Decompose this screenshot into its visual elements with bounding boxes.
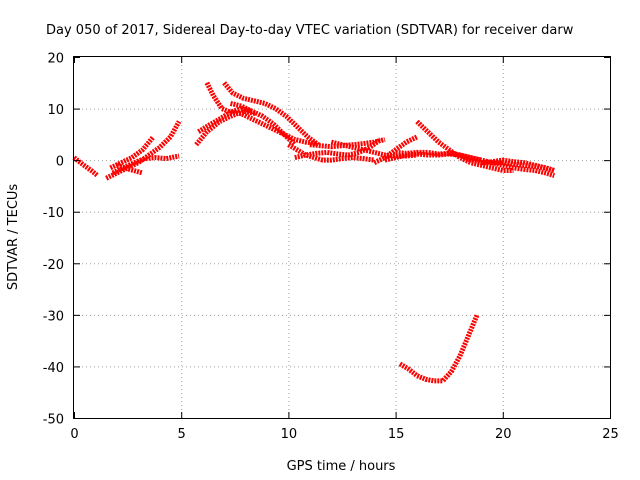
- series-line-track-1: [72, 155, 100, 178]
- y-tick-label: 0: [56, 155, 64, 170]
- x-tick-label: 20: [495, 427, 512, 442]
- data-series: [72, 81, 556, 384]
- x-tick-label: 10: [281, 427, 298, 442]
- y-tick-label: -50: [43, 413, 64, 428]
- x-tick-label: 5: [178, 427, 186, 442]
- series-line-track-8: [204, 81, 317, 147]
- x-tick-label: 0: [70, 427, 78, 442]
- x-tick-label: 15: [388, 427, 405, 442]
- series-line-track-20: [481, 157, 556, 173]
- y-tick-label: -10: [43, 206, 64, 221]
- series-line-track-11: [287, 142, 375, 163]
- x-tick-label: 25: [602, 427, 619, 442]
- y-tick-label: -40: [43, 361, 64, 376]
- series-line-track-10: [229, 100, 297, 147]
- grid-lines: [74, 57, 610, 418]
- y-tick-label: 20: [47, 52, 64, 67]
- plot-frame: [73, 56, 611, 419]
- series-line-track-17: [395, 149, 482, 163]
- series-line-track-15: [373, 134, 419, 165]
- chart-title: Day 050 of 2017, Sidereal Day-to-day VTE…: [46, 23, 574, 38]
- series-line-track-16: [384, 151, 556, 178]
- series-line-track-7: [197, 106, 253, 134]
- y-tick-label: 10: [47, 103, 64, 118]
- y-tick-label: -20: [43, 258, 64, 273]
- series-line-track-9: [222, 81, 320, 147]
- x-axis-label: GPS time / hours: [287, 459, 396, 474]
- y-tick-label: -30: [43, 309, 64, 324]
- series-line-track-18: [415, 119, 514, 173]
- series-line-track-21: [398, 313, 480, 384]
- axis-ticks: 0 5 10 15 20 25 -50 -40 -30 -20 -10 0 10 20: [43, 52, 619, 443]
- series-line-track-6: [194, 108, 257, 147]
- series-line-track-5: [116, 162, 144, 176]
- y-axis-label: SDTVAR / TECUs: [6, 184, 21, 291]
- series-line-track-12: [294, 137, 383, 161]
